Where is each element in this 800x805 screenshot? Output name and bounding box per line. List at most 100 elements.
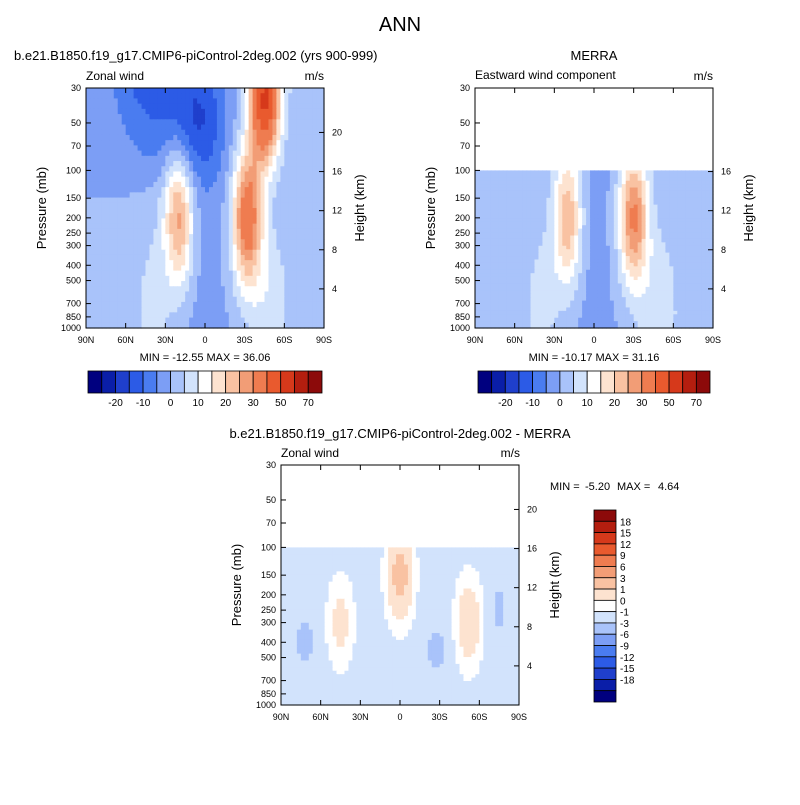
field-cell <box>654 170 659 174</box>
field-cell <box>499 215 504 219</box>
field-cell <box>237 135 242 141</box>
field-cell <box>165 98 170 104</box>
field-cell <box>106 151 111 157</box>
field-cell <box>221 166 226 172</box>
field-cell <box>284 98 289 104</box>
field-cell <box>118 318 123 324</box>
field-cell <box>657 225 662 229</box>
field-cell <box>304 125 309 131</box>
field-cell <box>527 239 532 243</box>
field-cell <box>237 166 242 172</box>
field-cell <box>531 181 536 185</box>
field-cell <box>701 170 706 174</box>
field-cell <box>221 297 226 303</box>
field-cell <box>169 93 174 99</box>
field-cell <box>574 290 579 294</box>
field-cell <box>590 273 595 277</box>
field-cell <box>157 318 162 324</box>
field-cell <box>296 98 301 104</box>
field-cell <box>261 125 266 131</box>
field-cell <box>209 224 214 230</box>
field-cell <box>538 198 543 202</box>
field-cell <box>102 104 107 110</box>
field-cell <box>614 277 619 281</box>
field-cell <box>233 145 238 151</box>
field-cell <box>138 119 143 125</box>
field-cell <box>578 249 583 253</box>
field-cell <box>634 170 639 174</box>
field-cell <box>276 171 281 177</box>
field-cell <box>134 229 139 235</box>
field-cell <box>316 156 321 162</box>
field-cell <box>495 256 500 260</box>
field-cell <box>661 283 666 287</box>
field-cell <box>677 225 682 229</box>
field-cell <box>165 281 170 287</box>
field-cell <box>169 229 174 235</box>
field-cell <box>268 218 273 224</box>
field-cell <box>265 192 270 198</box>
field-cell <box>86 109 91 115</box>
field-cell <box>146 265 151 271</box>
field-cell <box>221 218 226 224</box>
field-cell <box>114 297 119 303</box>
field-cell <box>689 222 694 226</box>
field-cell <box>138 98 143 104</box>
field-cell <box>185 203 190 209</box>
field-cell <box>511 208 516 212</box>
field-cell <box>693 208 698 212</box>
field-cell <box>217 271 222 277</box>
field-cell <box>245 229 250 235</box>
field-cell <box>173 109 178 115</box>
field-cell <box>503 191 508 195</box>
field-cell <box>122 161 127 167</box>
field-cell <box>229 255 234 261</box>
field-cell <box>654 188 659 192</box>
field-cell <box>237 208 242 214</box>
field-cell <box>98 224 103 230</box>
field-cell <box>130 119 135 125</box>
field-cell <box>531 208 536 212</box>
field-cell <box>535 232 540 236</box>
panel1-title: b.e21.B1850.f19_g17.CMIP6-piControl-2deg… <box>14 48 378 63</box>
field-cell <box>642 208 647 212</box>
field-cell <box>86 161 91 167</box>
field-cell <box>268 109 273 115</box>
field-cell <box>276 104 281 110</box>
field-cell <box>110 234 115 240</box>
field-cell <box>126 260 131 266</box>
field-cell <box>602 283 607 287</box>
field-cell <box>272 119 277 125</box>
field-cell <box>185 192 190 198</box>
field-cell <box>118 109 123 115</box>
field-cell <box>284 140 289 146</box>
field-cell <box>312 281 317 287</box>
field-cell <box>241 125 246 131</box>
field-cell <box>114 192 119 198</box>
field-cell <box>237 276 242 282</box>
field-cell <box>146 218 151 224</box>
field-cell <box>535 273 540 277</box>
field-cell <box>261 229 266 235</box>
field-cell <box>185 109 190 115</box>
field-cell <box>110 145 115 151</box>
field-cell <box>308 250 313 256</box>
field-cell <box>312 265 317 271</box>
field-cell <box>165 151 170 157</box>
field-cell <box>177 151 182 157</box>
field-cell <box>487 170 492 174</box>
field-cell <box>503 277 508 281</box>
field-cell <box>657 208 662 212</box>
field-cell <box>181 302 186 308</box>
field-cell <box>284 229 289 235</box>
field-cell <box>221 125 226 131</box>
field-cell <box>185 213 190 219</box>
field-cell <box>288 198 293 204</box>
field-cell <box>578 232 583 236</box>
field-cell <box>292 218 297 224</box>
field-cell <box>249 318 254 324</box>
field-cell <box>261 297 266 303</box>
field-cell <box>511 239 516 243</box>
field-cell <box>288 171 293 177</box>
field-cell <box>102 239 107 245</box>
